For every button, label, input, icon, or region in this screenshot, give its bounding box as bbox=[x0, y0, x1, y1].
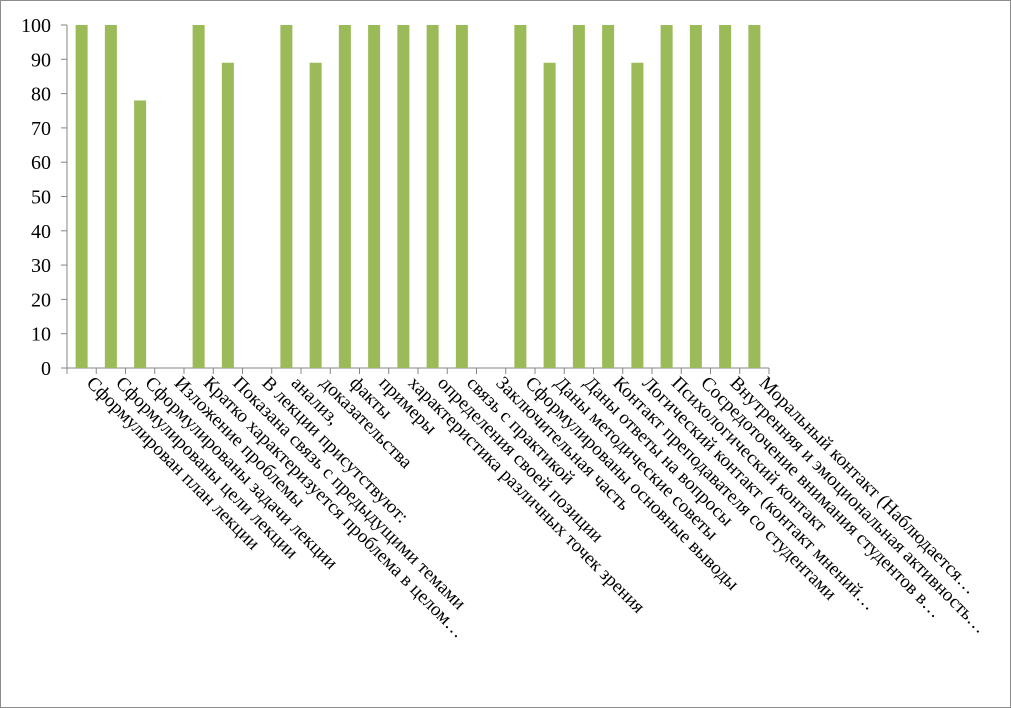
bar bbox=[748, 25, 761, 368]
bar bbox=[368, 25, 381, 368]
bar bbox=[602, 25, 615, 368]
bar bbox=[543, 62, 556, 368]
bar bbox=[631, 62, 644, 368]
bar bbox=[719, 25, 732, 368]
bar bbox=[660, 25, 673, 368]
bar bbox=[309, 62, 322, 368]
y-tick-label: 0 bbox=[41, 358, 51, 380]
bar bbox=[221, 62, 234, 368]
bar bbox=[455, 25, 468, 368]
bar bbox=[104, 25, 117, 368]
bar bbox=[426, 25, 439, 368]
y-tick-label: 60 bbox=[31, 152, 51, 174]
bar bbox=[134, 100, 147, 369]
y-tick-label: 80 bbox=[31, 84, 51, 106]
y-tick-label: 30 bbox=[31, 255, 51, 277]
y-tick-label: 20 bbox=[31, 289, 51, 311]
bar bbox=[572, 25, 585, 368]
bar bbox=[192, 25, 205, 368]
bar bbox=[75, 25, 88, 368]
y-tick-label: 10 bbox=[31, 324, 51, 346]
bar bbox=[280, 25, 293, 368]
axes: 0 10 20 30 40 50 60 70 80 90 100 bbox=[21, 15, 770, 380]
y-tick-label: 90 bbox=[31, 49, 51, 71]
bar bbox=[338, 25, 351, 368]
y-tick-label: 40 bbox=[31, 221, 51, 243]
y-tick-label: 70 bbox=[31, 118, 51, 140]
category-labels: Сформулирован план лекцииСформулированы … bbox=[82, 373, 991, 643]
bars bbox=[75, 25, 761, 369]
y-tick-label: 100 bbox=[21, 15, 51, 37]
bar bbox=[397, 25, 410, 368]
bar bbox=[689, 25, 702, 368]
y-tick-label: 50 bbox=[31, 187, 51, 209]
bar bbox=[514, 25, 527, 368]
